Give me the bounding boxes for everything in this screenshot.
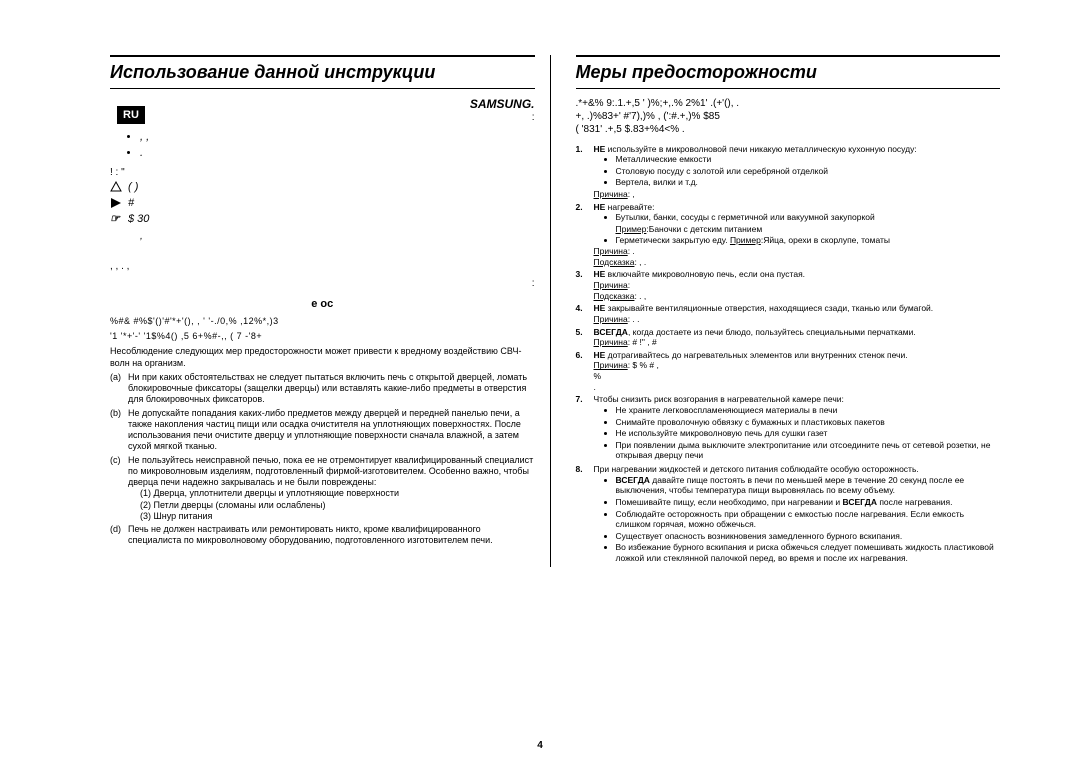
symbol-text: $ 30 [128,213,149,227]
bullet-item [140,116,535,130]
subsection-title: e oc [110,298,535,312]
page-number: 4 [537,740,543,751]
brand-name: SAMSUNG. [110,97,535,112]
garbled-text: %#& #%$'()'#'*+'(), , ' '-./0,% ,12%*,)3 [110,316,535,327]
precaution-item: 3.НЕ включайте микроволновую печь, если … [576,269,1001,301]
left-column: Использование данной инструкции SAMSUNG.… [80,55,551,567]
lettered-item: (d) Печь не должен настраивать или ремон… [110,524,535,547]
note-icon [110,197,128,211]
garbled-text: '1 '*+'-' '1$%4() ,5 6+%#-,, ( 7 -'8+ [110,331,535,342]
lettered-item: (a) Ни при каких обстоятельствах не след… [110,372,535,406]
symbol-text: # [128,197,134,211]
left-section-title: Использование данной инструкции [110,55,535,89]
lettered-item: (b) Не допускайте попадания каких-либо п… [110,408,535,453]
hand-icon: ☞ [110,213,128,227]
mid-text2: : [110,278,535,291]
precaution-item: 8.При нагревании жидкостей и детского пи… [576,464,1001,565]
precaution-item: 6.НЕ дотрагивайтесь до нагревательных эл… [576,350,1001,393]
symbol-row: ( ) [110,181,535,195]
lettered-list: (a) Ни при каких обстоятельствах не след… [110,372,535,547]
bullet-item: , , [140,131,535,145]
precaution-item: 7.Чтобы снизить риск возгорания в нагрев… [576,394,1001,462]
lettered-item: (c) Не пользуйтесь неисправной печью, по… [110,455,535,523]
right-section-title: Меры предосторожности [576,55,1001,89]
symbol-row: ☞ $ 30 [110,213,535,227]
warning-text: Несоблюдение следующих мер предосторожно… [110,346,535,369]
mid-text: , , . , [110,261,535,274]
warning-icon [110,181,128,195]
pre-symbols-text: ! : " [110,167,535,180]
numbered-list: 1.НЕ используйте в микроволновой печи ни… [576,144,1001,565]
after-symbols: , [110,231,535,244]
language-badge: RU [117,106,145,124]
symbol-text: ( ) [128,181,138,195]
intro-bullets: , , . [110,116,535,161]
precaution-item: 4.НЕ закрывайте вентиляционные отверстия… [576,303,1001,324]
right-column: Меры предосторожности .*+&% 9:.1.+,5 ' )… [571,55,1001,567]
page-content: Использование данной инструкции SAMSUNG.… [0,0,1080,587]
right-intro: .*+&% 9:.1.+,5 ' )%;+,.% 2%1' .(+'(), . … [576,97,1001,136]
bullet-item: . [140,147,535,161]
symbol-row: # [110,197,535,211]
precaution-item: 1.НЕ используйте в микроволновой печи ни… [576,144,1001,200]
precaution-item: 5.ВСЕГДА, когда достаете из печи блюдо, … [576,327,1001,348]
precaution-item: 2.НЕ нагревайте:Бутылки, банки, сосуды с… [576,202,1001,268]
